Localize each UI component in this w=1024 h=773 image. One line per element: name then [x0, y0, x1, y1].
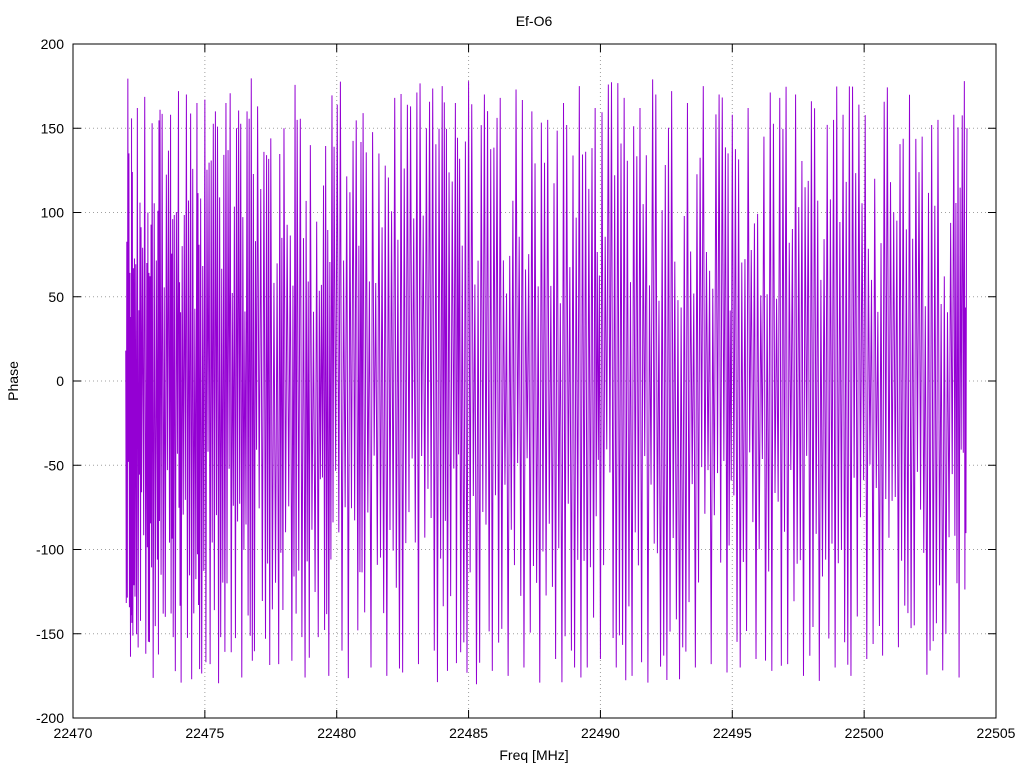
x-tick-label: 22480 [317, 725, 356, 741]
x-tick-label: 22485 [449, 725, 488, 741]
series-layer [125, 78, 968, 685]
y-tick-label: 150 [41, 120, 65, 136]
y-tick-label: 200 [41, 36, 65, 52]
x-tick-label: 22475 [185, 725, 224, 741]
y-axis-label: Phase [5, 361, 21, 401]
x-tick-label: 22505 [977, 725, 1016, 741]
y-tick-labels: -200 -150 -100 -50 0 50 100 150 200 [36, 36, 64, 726]
y-tick-label: 50 [48, 289, 64, 305]
chart-title: Ef-O6 [516, 13, 553, 29]
y-tick-label: -200 [36, 710, 64, 726]
y-tick-label: -150 [36, 626, 64, 642]
x-axis-label: Freq [MHz] [499, 747, 568, 763]
x-tick-labels: 22470 22475 22480 22485 22490 22495 22500 22505 [54, 725, 1016, 741]
x-tick-label: 22470 [54, 725, 93, 741]
y-tick-label: -50 [44, 457, 64, 473]
phase-series-line [125, 78, 968, 685]
y-tick-label: 0 [56, 373, 64, 389]
y-tick-label: 100 [41, 205, 65, 221]
x-tick-label: 22490 [581, 725, 620, 741]
x-tick-label: 22500 [845, 725, 884, 741]
y-tick-label: -100 [36, 542, 64, 558]
x-tick-label: 22495 [713, 725, 752, 741]
ticks [72, 43, 997, 719]
